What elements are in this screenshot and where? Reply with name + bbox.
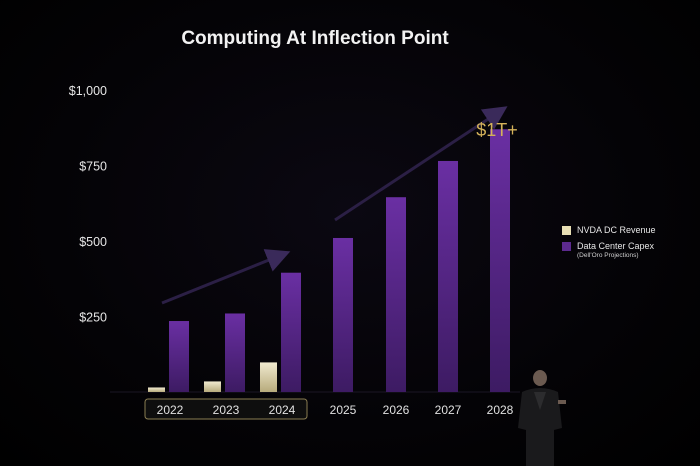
x-tick-label: 2027 (435, 403, 462, 417)
x-tick-label: 2023 (213, 403, 240, 417)
bar-data-center-capex (386, 197, 406, 392)
bars (148, 129, 510, 392)
historical-years-highlight (144, 398, 308, 420)
trend-arrows (161, 106, 508, 305)
legend-swatch-revenue (562, 225, 571, 235)
y-tick-label: $750 (79, 160, 107, 174)
trend-arrow (334, 106, 508, 222)
chart-title: Computing At Inflection Point (181, 28, 449, 49)
x-tick-label: 2024 (269, 403, 296, 417)
x-tick-label: 2022 (157, 403, 184, 417)
legend: NVDA DC Revenue Data Center Capex (Dell'… (562, 222, 656, 259)
bar-nvda-dc-revenue (260, 362, 277, 392)
legend-label-capex: Data Center Capex (577, 241, 655, 251)
x-tick-label: 2026 (383, 403, 410, 417)
bar-nvda-dc-revenue (148, 387, 165, 392)
y-tick-label: $1,000 (69, 84, 107, 98)
legend-swatch-capex (562, 241, 571, 251)
bar-data-center-capex (438, 160, 458, 392)
presenter-figure (518, 370, 566, 466)
annotation-1t: $1T+ (476, 120, 518, 140)
bar-data-center-capex (490, 129, 510, 392)
bar-data-center-capex (333, 237, 353, 392)
bar-data-center-capex (281, 272, 301, 392)
legend-item-capex: Data Center Capex (562, 238, 656, 254)
x-axis: 2022 2023 2024 2025 2026 2027 2028 (110, 391, 520, 420)
legend-label-revenue: NVDA DC Revenue (577, 225, 656, 235)
bar-data-center-capex (169, 321, 189, 392)
legend-item-revenue: NVDA DC Revenue (562, 222, 656, 238)
bar-data-center-capex (225, 313, 245, 392)
y-tick-label: $250 (79, 311, 107, 325)
trend-arrow (161, 249, 291, 305)
x-tick-label: 2025 (330, 403, 357, 417)
x-tick-label: 2028 (487, 403, 514, 417)
y-tick-label: $500 (79, 235, 107, 249)
y-axis: $1,000 $750 $500 $250 (69, 84, 107, 325)
bar-nvda-dc-revenue (204, 381, 221, 392)
legend-note: (Dell'Oro Projections) (577, 252, 639, 259)
